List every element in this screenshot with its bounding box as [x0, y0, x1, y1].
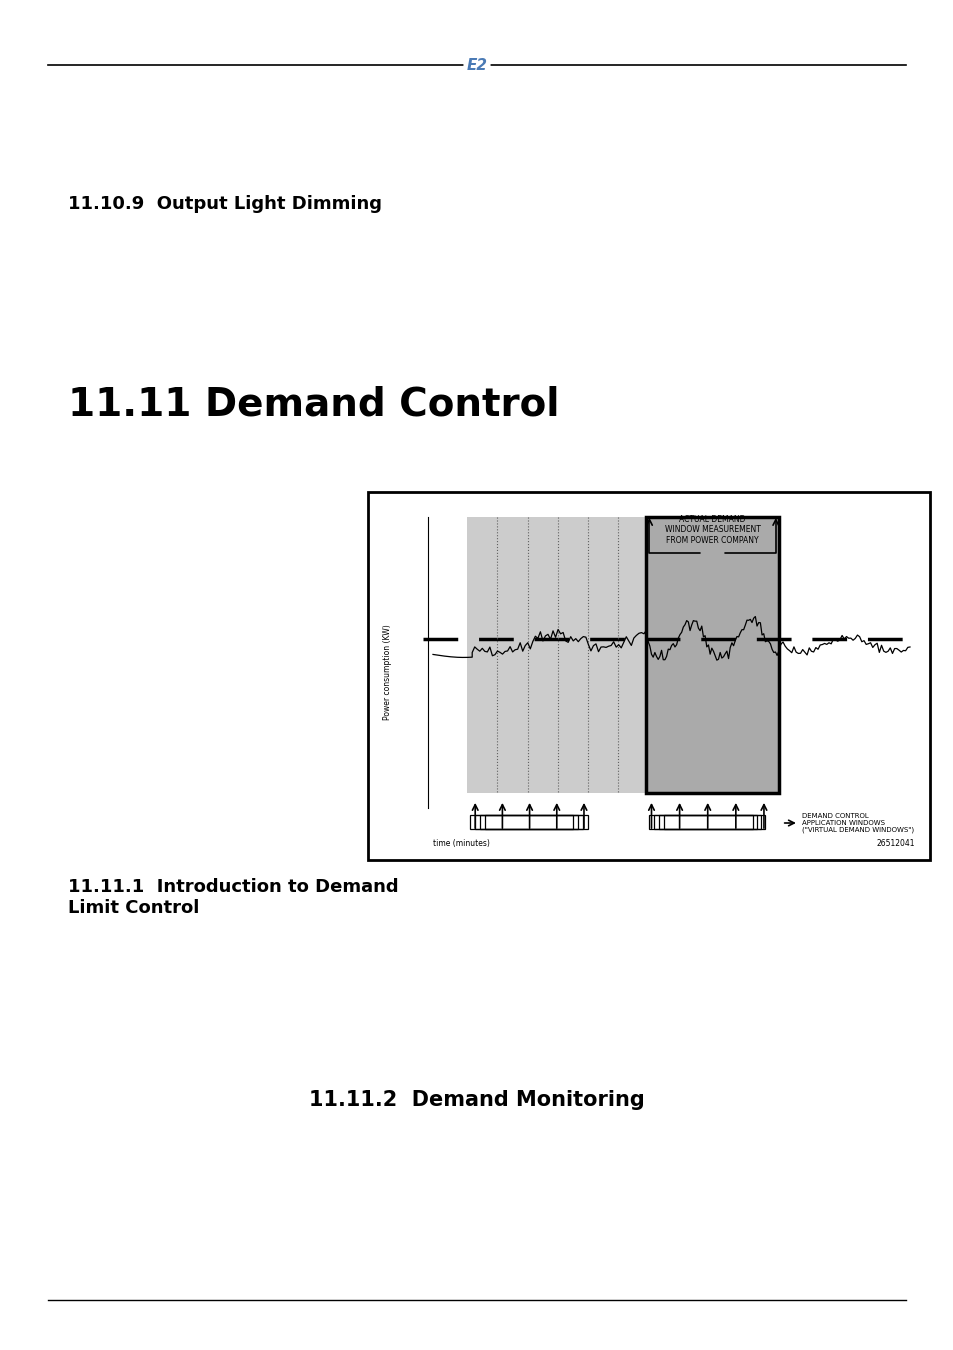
Bar [654, 815, 760, 829]
Text: Power consumption (KW): Power consumption (KW) [383, 625, 392, 721]
Text: 11.11.2  Demand Monitoring: 11.11.2 Demand Monitoring [309, 1089, 644, 1110]
Bar [467, 517, 648, 792]
Text: 26512041: 26512041 [876, 838, 914, 848]
Text: time (minutes): time (minutes) [433, 838, 489, 848]
Text: E2: E2 [466, 58, 487, 73]
Text: DEMAND CONTROL
APPLICATION WINDOWS
("VIRTUAL DEMAND WINDOWS"): DEMAND CONTROL APPLICATION WINDOWS ("VIR… [801, 813, 913, 833]
Text: ACTUAL DEMAND
WINDOW MEASUREMENT
FROM POWER COMPANY: ACTUAL DEMAND WINDOW MEASUREMENT FROM PO… [664, 514, 760, 545]
Bar [470, 815, 587, 829]
Bar [646, 517, 778, 792]
Bar [479, 815, 578, 829]
Bar [475, 815, 582, 829]
Bar [664, 815, 752, 829]
Text: 11.10.9  Output Light Dimming: 11.10.9 Output Light Dimming [68, 194, 381, 213]
Bar [649, 815, 763, 829]
Bar [368, 491, 929, 860]
Text: 11.11.1  Introduction to Demand
Limit Control: 11.11.1 Introduction to Demand Limit Con… [68, 878, 398, 917]
Text: 11.11 Demand Control: 11.11 Demand Control [68, 385, 558, 423]
Bar [659, 815, 756, 829]
Bar [485, 815, 573, 829]
